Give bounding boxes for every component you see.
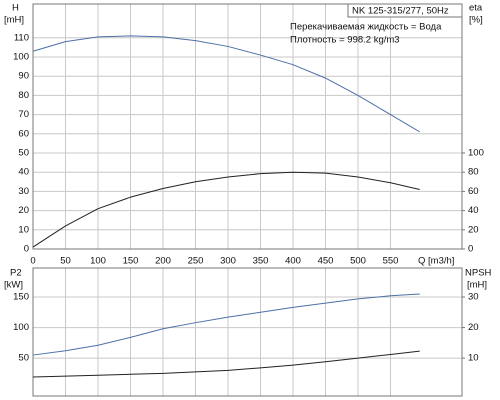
y2-tick-label: 20 — [468, 322, 479, 333]
x-tick-label: 0 — [30, 256, 35, 267]
y2-tick-label: 80 — [468, 167, 479, 178]
y-tick-label: 30 — [18, 186, 29, 197]
curve-p2 — [32, 293, 420, 356]
y2-axis-label: [mH] — [467, 280, 487, 291]
x-tick-label: 450 — [318, 256, 334, 267]
y-tick-label: 50 — [18, 353, 29, 364]
x-tick-label: 500 — [350, 256, 366, 267]
x-axis-label: Q [m3/h] — [418, 256, 454, 267]
y2-tick-label: 40 — [468, 205, 479, 216]
annotation: Перекачиваемая жидкость = Вода — [290, 22, 442, 33]
y-tick-label: 100 — [13, 52, 29, 63]
y2-axis-label: NPSH — [465, 268, 492, 279]
x-tick-label: 350 — [253, 256, 269, 267]
y-tick-label: 70 — [18, 109, 29, 120]
y-tick-label: 110 — [14, 32, 29, 43]
y2-axis-label: [%] — [469, 15, 483, 26]
curve-eta — [32, 171, 420, 248]
y-axis-label: [kW] — [4, 280, 23, 291]
y2-tick-label: 30 — [468, 292, 479, 303]
annotation: NK 125-315/277, 50Hz — [352, 6, 449, 17]
x-tick-label: 200 — [155, 256, 171, 267]
curve-npsh — [32, 350, 420, 378]
y-tick-label: 150 — [13, 292, 29, 303]
y-tick-label: 80 — [18, 90, 29, 101]
y-axis-label: [mH] — [4, 15, 24, 26]
plot-frame — [32, 3, 463, 250]
y-tick-label: 10 — [18, 224, 29, 235]
annotation: Плотность = 998.2 kg/m3 — [290, 35, 400, 46]
x-tick-label: 250 — [188, 256, 204, 267]
y-tick-label: 0 — [24, 244, 29, 255]
y-axis-label: P2 — [10, 268, 22, 279]
x-tick-label: 100 — [90, 256, 106, 267]
x-tick-label: 50 — [60, 256, 71, 267]
y-tick-label: 50 — [18, 148, 29, 159]
y2-tick-label: 10 — [468, 353, 479, 364]
y-tick-label: 20 — [18, 205, 29, 216]
y-tick-label: 90 — [18, 71, 29, 82]
y-tick-label: 40 — [18, 167, 29, 178]
curve-h — [32, 35, 421, 133]
y2-tick-label: 100 — [468, 148, 484, 159]
y2-tick-label: 0 — [468, 244, 473, 255]
y-axis-label: H — [12, 3, 19, 14]
x-tick-label: 550 — [383, 256, 399, 267]
x-tick-label: 300 — [220, 256, 236, 267]
y2-tick-label: 20 — [468, 224, 479, 235]
x-tick-label: 400 — [285, 256, 301, 267]
y-tick-label: 100 — [13, 322, 29, 333]
x-tick-label: 150 — [123, 256, 139, 267]
plot-frame — [32, 267, 463, 397]
y2-axis-label: eta — [469, 3, 483, 14]
y-tick-label: 60 — [18, 128, 29, 139]
y2-tick-label: 60 — [468, 186, 479, 197]
annotation-box — [347, 3, 463, 18]
